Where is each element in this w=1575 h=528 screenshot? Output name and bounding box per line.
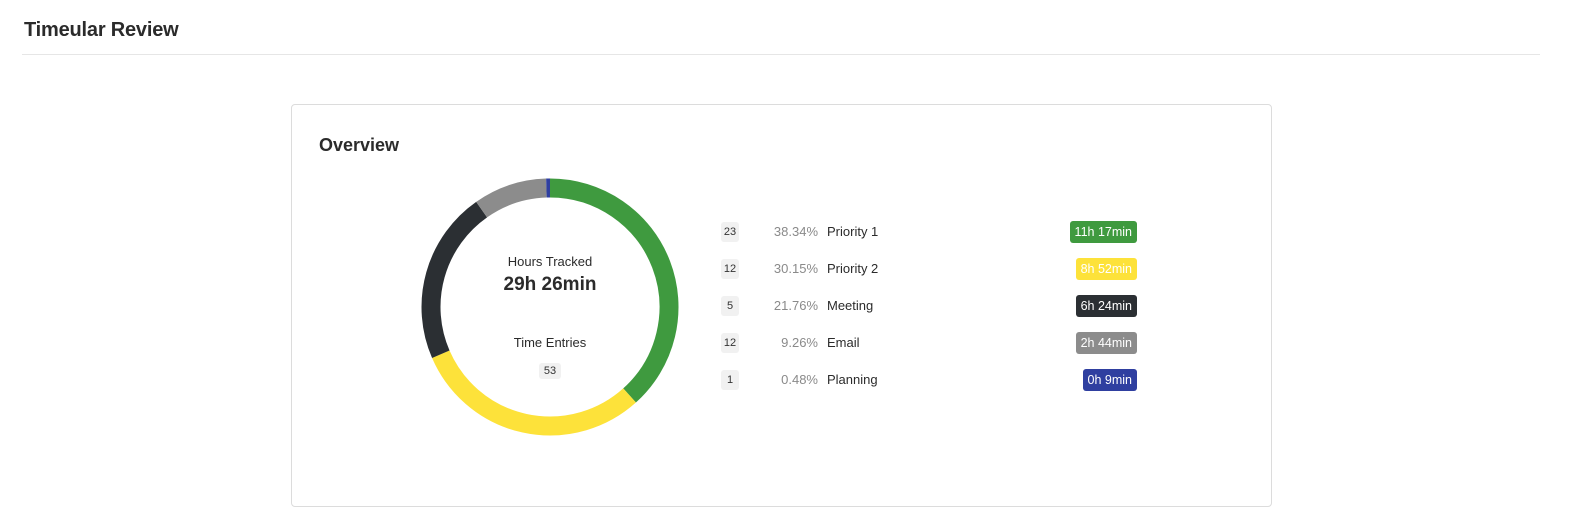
legend-row-email: 12 9.26% Email 2h 44min: [721, 331, 1137, 368]
activity-name: Planning: [827, 372, 878, 387]
entry-count-badge: 23: [721, 222, 739, 242]
activity-percent: 21.76%: [773, 298, 818, 313]
donut-slice-email: [476, 178, 547, 218]
hours-tracked-label: Hours Tracked: [507, 254, 593, 269]
duration-badge: 6h 24min: [1075, 295, 1137, 317]
entry-count-badge: 12: [721, 333, 739, 353]
page-title: Timeular Review: [24, 19, 179, 41]
activity-name: Priority 1: [827, 224, 879, 239]
legend-row-priority-1: 23 38.34% Priority 1 11h 17min: [721, 220, 1137, 257]
donut-slice-meeting: [421, 201, 488, 359]
entry-count-badge: 5: [721, 296, 739, 316]
activity-name: Email: [827, 335, 860, 350]
duration-badge: 11h 17min: [1069, 221, 1137, 243]
activity-percent: 0.48%: [781, 372, 818, 387]
time-entries-value: 53: [538, 363, 562, 379]
duration-badge: 0h 9min: [1082, 369, 1137, 391]
donut-slice-priority-2: [432, 350, 636, 436]
hours-tracked-value: 29h 26min: [503, 274, 597, 295]
overview-card: Overview Hours Tracked 29h 26min Time En…: [291, 104, 1272, 507]
legend-row-meeting: 5 21.76% Meeting 6h 24min: [721, 294, 1137, 331]
time-entries-value-wrap: 53: [418, 361, 682, 379]
activity-percent: 9.26%: [781, 335, 818, 350]
activity-percent: 30.15%: [773, 261, 818, 276]
legend-row-planning: 1 0.48% Planning 0h 9min: [721, 368, 1137, 405]
activity-name: Priority 2: [827, 261, 879, 276]
time-entries-label: Time Entries: [513, 335, 587, 350]
legend-row-priority-2: 12 30.15% Priority 2 8h 52min: [721, 257, 1137, 294]
activity-name: Meeting: [827, 298, 874, 313]
duration-badge: 2h 44min: [1075, 332, 1137, 354]
duration-badge: 8h 52min: [1075, 258, 1137, 280]
donut-chart: Hours Tracked 29h 26min Time Entries 53: [418, 175, 682, 439]
activity-percent: 38.34%: [773, 224, 818, 239]
donut-chart-svg: [421, 178, 679, 436]
donut-slice-priority-1: [549, 178, 679, 403]
entry-count-badge: 12: [721, 259, 739, 279]
activity-legend: 23 38.34% Priority 1 11h 17min 12 30.15%…: [721, 220, 1137, 405]
overview-title: Overview: [319, 135, 400, 155]
entry-count-badge: 1: [721, 370, 739, 390]
page-header: Timeular Review: [22, 0, 1540, 55]
